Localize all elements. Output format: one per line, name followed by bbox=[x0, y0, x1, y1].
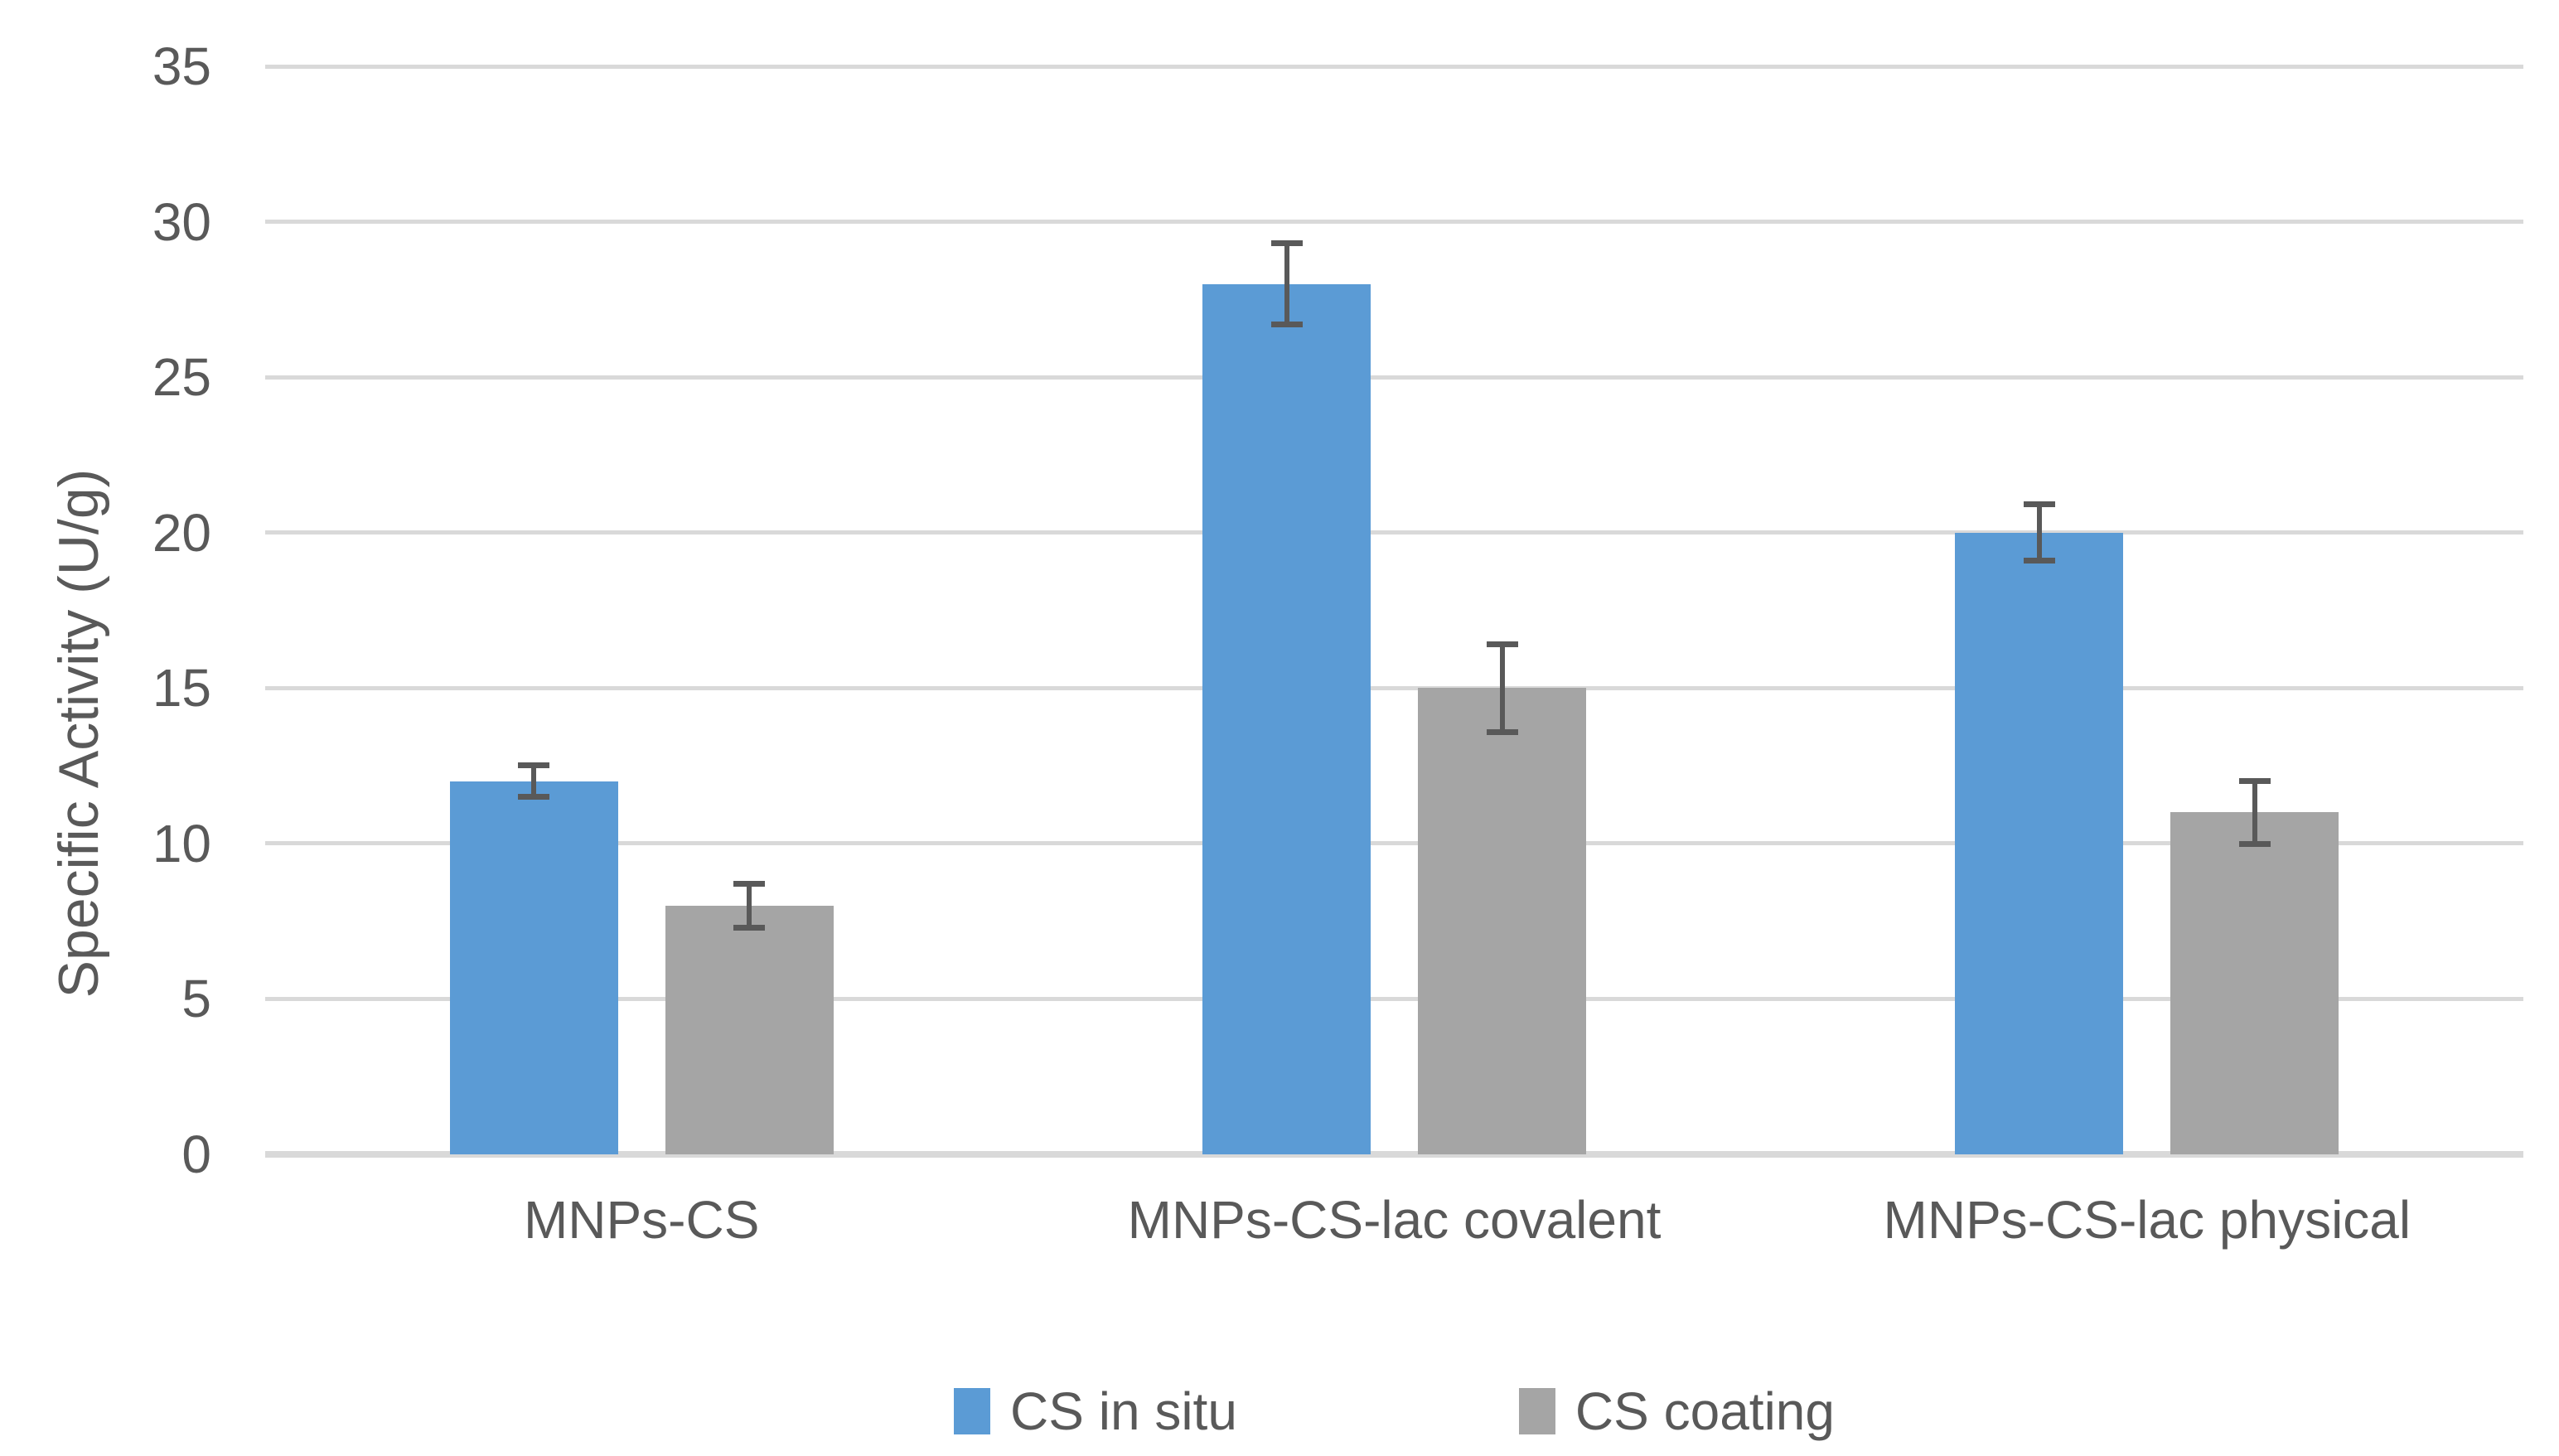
y-tick-label: 30 bbox=[152, 191, 211, 252]
error-bar-cap-top bbox=[1486, 641, 1518, 647]
error-bar bbox=[2238, 778, 2271, 847]
gridline bbox=[265, 220, 2523, 225]
legend: CS in situ CS coating bbox=[265, 1371, 2523, 1450]
y-tick-label: 15 bbox=[152, 658, 211, 718]
gridline bbox=[265, 841, 2523, 846]
error-bar bbox=[1270, 240, 1303, 328]
error-bar-cap-bottom bbox=[2023, 558, 2055, 564]
error-bar-cap-top bbox=[2238, 778, 2271, 785]
error-bar-cap-top bbox=[518, 762, 550, 769]
bar-cs-coating bbox=[1418, 688, 1586, 1154]
legend-label: CS coating bbox=[1575, 1381, 1835, 1441]
y-tick-label: 5 bbox=[181, 969, 211, 1029]
bar-cs-in-situ bbox=[449, 781, 618, 1154]
error-bar bbox=[2023, 501, 2055, 564]
error-bar-line bbox=[531, 762, 537, 801]
error-bar-cap-top bbox=[1270, 240, 1303, 247]
y-tick-label: 20 bbox=[152, 502, 211, 563]
y-tick-label: 0 bbox=[181, 1125, 211, 1184]
error-bar-cap-bottom bbox=[1270, 322, 1303, 328]
error-bar-cap-bottom bbox=[2238, 840, 2271, 847]
y-tick-label: 25 bbox=[152, 347, 211, 408]
category-label: MNPs-CS-lac physical bbox=[1883, 1190, 2411, 1250]
category-label: MNPs-CS bbox=[523, 1190, 760, 1250]
legend-item: CS in situ bbox=[954, 1374, 1237, 1449]
error-bar-cap-top bbox=[2023, 501, 2055, 508]
error-bar-cap-bottom bbox=[733, 924, 766, 931]
error-bar-cap-bottom bbox=[1486, 728, 1518, 735]
y-tick-label: 10 bbox=[152, 813, 211, 873]
error-bar-line bbox=[1284, 240, 1289, 328]
error-bar-cap-top bbox=[733, 880, 766, 887]
bar-cs-coating bbox=[2170, 812, 2339, 1154]
error-bar-line bbox=[1499, 641, 1505, 735]
error-bar-line bbox=[2252, 778, 2257, 847]
gridline bbox=[265, 685, 2523, 690]
bar-cs-in-situ bbox=[1955, 532, 2124, 1154]
gridline bbox=[265, 530, 2523, 535]
gridline bbox=[265, 996, 2523, 1001]
y-tick-label: 35 bbox=[152, 36, 211, 96]
legend-swatch-cs-coating bbox=[1518, 1387, 1555, 1434]
error-bar-cap-bottom bbox=[518, 794, 550, 801]
bar-cs-in-situ bbox=[1202, 283, 1371, 1154]
error-bar-line bbox=[2036, 501, 2042, 564]
category-label: MNPs-CS-lac covalent bbox=[1127, 1190, 1662, 1250]
legend-label: CS in situ bbox=[1010, 1381, 1237, 1441]
x-axis-line bbox=[265, 1151, 2523, 1158]
gridline bbox=[265, 64, 2523, 69]
bar-cs-coating bbox=[665, 905, 834, 1154]
legend-item: CS coating bbox=[1518, 1374, 1835, 1449]
error-bar bbox=[518, 762, 550, 801]
error-bar bbox=[1486, 641, 1518, 735]
legend-swatch-cs-in-situ bbox=[954, 1387, 991, 1434]
plot-area bbox=[265, 64, 2523, 1158]
gridline bbox=[265, 375, 2523, 380]
error-bar-line bbox=[747, 880, 752, 931]
error-bar bbox=[733, 880, 766, 931]
